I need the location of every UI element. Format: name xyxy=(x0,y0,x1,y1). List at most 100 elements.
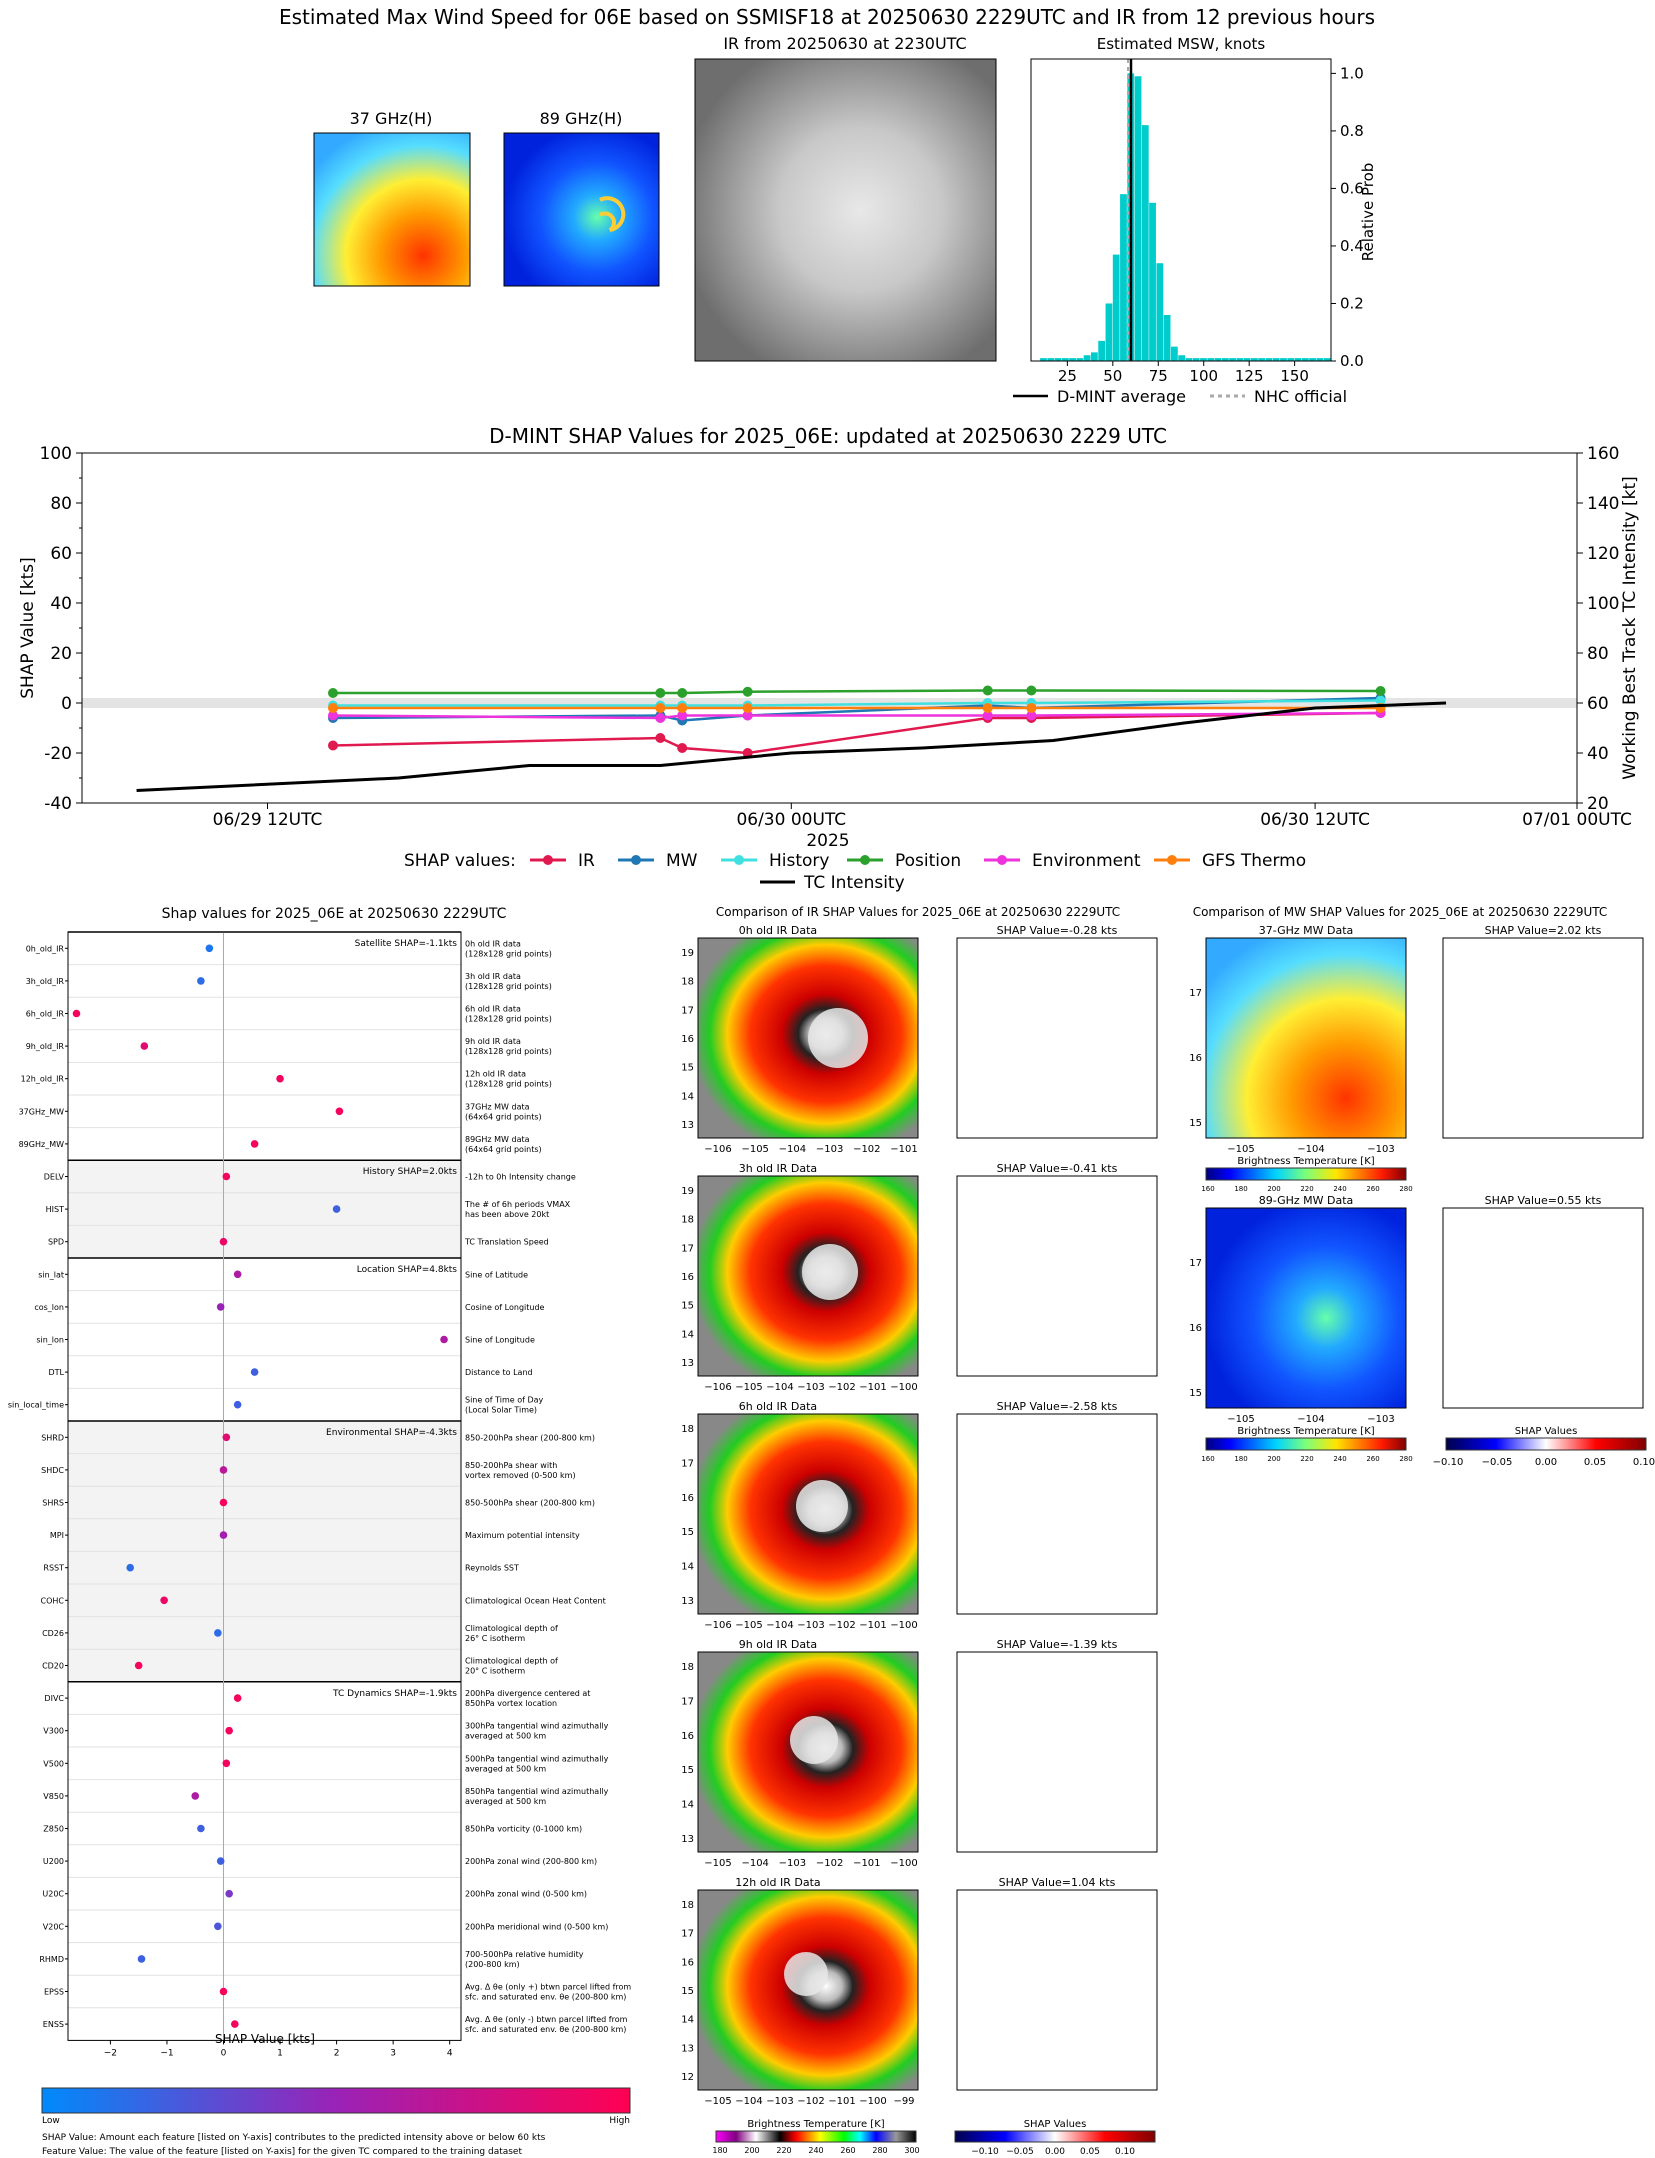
timeseries-axes xyxy=(81,452,1578,804)
mw-cbar-tick: 240 xyxy=(1333,1455,1346,1463)
feature-name: sin_lon xyxy=(36,1336,64,1345)
feature-description: (200-800 km) xyxy=(465,1960,520,1969)
histogram-xtick-label: 75 xyxy=(1149,367,1168,385)
feature-description: Sine of Time of Day xyxy=(465,1396,544,1405)
ir-shap-cbar-tick: 0.00 xyxy=(1045,2147,1065,2157)
mw-shap-cbar-label: SHAP Values xyxy=(1515,1426,1578,1437)
left-ytick-label: 80 xyxy=(50,494,72,514)
feature-description: (128x128 grid points) xyxy=(465,1047,552,1056)
feature-description: sfc. and saturated env. θe (200-800 km) xyxy=(465,2025,626,2034)
ir-shap-map xyxy=(956,937,1158,1139)
feature-description: vortex removed (0-500 km) xyxy=(465,1471,576,1480)
feature-description: Climatological depth of xyxy=(465,1624,558,1633)
legend-label-environment: Environment xyxy=(1032,851,1141,871)
feature-name: 0h_old_IR xyxy=(26,944,65,953)
ir-xtick-label: −100 xyxy=(890,1382,917,1393)
feature-description: Distance to Land xyxy=(465,1368,533,1377)
feature-description: (64x64 grid points) xyxy=(465,1112,542,1121)
left-ytick-label: 20 xyxy=(50,644,72,664)
panel-37-image xyxy=(313,132,471,287)
feature-description: TC Translation Speed xyxy=(464,1238,549,1247)
series-point-gfs-thermo xyxy=(677,703,688,713)
histogram-bar xyxy=(1040,358,1047,361)
mw-shap-title: SHAP Value=0.55 kts xyxy=(1485,1194,1602,1207)
series-point-environment xyxy=(742,710,753,721)
ir-xtick-label: −104 xyxy=(741,1858,768,1869)
mw-xtick-label: −105 xyxy=(1227,1144,1254,1155)
mw-image-title: 89-GHz MW Data xyxy=(1259,1194,1354,1207)
ir-image-title: 12h old IR Data xyxy=(735,1876,820,1889)
timeseries-xtick-label: 06/30 12UTC xyxy=(1260,810,1370,830)
timeseries-xtick-label: 07/01 00UTC xyxy=(1522,810,1632,830)
colorbar-low: Low xyxy=(42,2116,60,2126)
ir-ytick-label: 19 xyxy=(681,948,694,959)
feature-name: SHRS xyxy=(42,1499,64,1508)
ir-image-title: 6h old IR Data xyxy=(739,1400,817,1413)
shap-dot xyxy=(250,1368,259,1376)
ir-shap-title: SHAP Value=1.04 kts xyxy=(999,1876,1116,1889)
ir-ytick-label: 17 xyxy=(681,1929,694,1940)
ir-cbar xyxy=(715,2130,917,2143)
series-point-position xyxy=(742,686,753,697)
histogram-bar xyxy=(1236,358,1244,361)
histogram-bar xyxy=(1265,358,1273,361)
feature-description: (128x128 grid points) xyxy=(465,949,552,958)
left-ytick-label: -40 xyxy=(44,794,72,814)
shap-dot xyxy=(72,1009,81,1018)
ir-compare: 0h old IR Data SHAP Value=-0.28 kts 19 18 17… xyxy=(681,924,1158,2107)
shap-dot xyxy=(233,1270,242,1279)
mw-xtick-label: −105 xyxy=(1227,1414,1254,1425)
histogram-ytick-label: 0.4 xyxy=(1340,237,1364,255)
legend-marker-gfs-thermo xyxy=(1167,855,1177,865)
histogram-bar xyxy=(1047,358,1055,361)
ir-image-title: 0h old IR Data xyxy=(739,924,817,937)
histogram-bar xyxy=(1280,358,1287,361)
right-ytick-label: 20 xyxy=(1587,794,1609,814)
mw-cbar-label: Brightness Temperature [K] xyxy=(1237,1426,1374,1437)
feature-description: 20° C isotherm xyxy=(465,1667,525,1676)
histogram-bar xyxy=(1323,358,1331,361)
feature-description: 3h old IR data xyxy=(465,972,521,981)
series-point-gfs-thermo xyxy=(982,703,993,713)
feature-description: has been above 20kt xyxy=(465,1210,549,1219)
feature-name: DIVC xyxy=(44,1694,64,1703)
feature-description: Maximum potential intensity xyxy=(465,1531,580,1540)
shap-dot xyxy=(231,2020,239,2028)
ir-cbar-tick: 260 xyxy=(840,2146,855,2155)
ir-xtick-label: −102 xyxy=(828,1382,855,1393)
mw-shap-map xyxy=(1442,937,1644,1139)
shap-dot xyxy=(332,1205,341,1213)
legend-label-history: History xyxy=(769,851,829,871)
mw-cbar-tick: 180 xyxy=(1234,1185,1247,1193)
ir-ytick-label: 13 xyxy=(681,1834,694,1845)
mw-cbar-tick: 260 xyxy=(1366,1185,1379,1193)
shap-dot xyxy=(205,944,214,953)
feature-name: U20C xyxy=(42,1890,64,1899)
series-point-ir xyxy=(327,740,338,751)
ir-cloud-core xyxy=(784,1952,828,1996)
ir-xtick-label: −105 xyxy=(704,2096,731,2107)
ir-ytick-label: 17 xyxy=(681,1696,694,1707)
histogram-bar xyxy=(1098,340,1106,361)
feature-name: V20C xyxy=(43,1922,65,1931)
feature-name: sin_local_time xyxy=(8,1401,64,1410)
ir-xtick-label: −105 xyxy=(741,1144,768,1155)
panel-89-title: 89 GHz(H) xyxy=(540,109,623,128)
feature-name: V300 xyxy=(43,1727,64,1736)
ir-xtick-label: −103 xyxy=(816,1144,843,1155)
shap-dot xyxy=(216,1857,225,1865)
shap-dot xyxy=(276,1074,284,1083)
histogram-bar xyxy=(1316,358,1324,361)
feature-description: 200hPa divergence centered at xyxy=(465,1689,590,1698)
histogram-bar xyxy=(1200,358,1207,361)
histogram-bar xyxy=(1134,76,1142,361)
timeseries-xtick-label: 06/30 00UTC xyxy=(736,810,846,830)
shap-dot xyxy=(140,1042,149,1050)
ir-xtick-label: −102 xyxy=(797,2096,824,2107)
ir-shap-cbar-tick: −0.05 xyxy=(1006,2147,1034,2157)
ir-shap-cbar-label: SHAP Values xyxy=(1024,2119,1087,2130)
ir-ytick-label: 13 xyxy=(681,1596,694,1607)
right-ytick-label: 100 xyxy=(1587,594,1619,614)
ir-ytick-label: 18 xyxy=(681,1215,694,1226)
ir-xtick-label: −100 xyxy=(859,2096,886,2107)
